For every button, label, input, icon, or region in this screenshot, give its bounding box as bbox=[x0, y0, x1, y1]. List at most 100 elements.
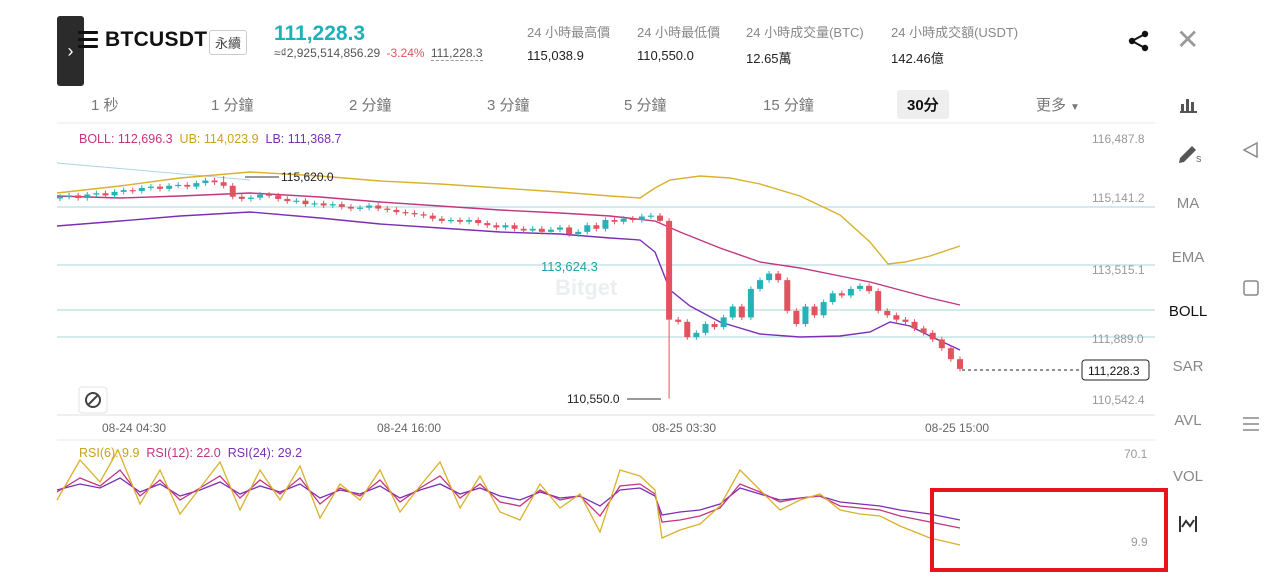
timeframe-30m[interactable]: 30分 bbox=[897, 90, 949, 119]
candle-body bbox=[220, 182, 227, 186]
candle-body bbox=[57, 196, 63, 199]
bar-chart-icon[interactable] bbox=[1166, 93, 1210, 115]
candle-body bbox=[320, 203, 327, 206]
candlestick-series bbox=[57, 176, 963, 399]
stat-value: 115,038.9 bbox=[527, 48, 584, 63]
candle-body bbox=[911, 321, 918, 329]
nav-back-icon[interactable] bbox=[1240, 140, 1262, 160]
candle-body bbox=[957, 359, 963, 369]
indicator-icon[interactable] bbox=[1166, 513, 1210, 535]
svg-text:110,550.0: 110,550.0 bbox=[567, 392, 620, 406]
stat-label: 24 小時最高價 bbox=[527, 25, 611, 40]
indicator-sar-button[interactable]: SAR bbox=[1172, 358, 1204, 375]
candle-body bbox=[238, 196, 245, 199]
timeframe-2m[interactable]: 2 分鐘 bbox=[349, 97, 392, 114]
candle-body bbox=[566, 227, 573, 235]
indicator-avl-button[interactable]: AVL bbox=[1174, 412, 1202, 429]
candle-body bbox=[738, 306, 745, 318]
hamburger-icon[interactable] bbox=[78, 31, 98, 49]
candle-body bbox=[647, 215, 654, 217]
indicator-ema-button[interactable]: EMA bbox=[1171, 249, 1205, 266]
indicator-boll-button[interactable]: BOLL bbox=[1168, 303, 1208, 320]
candle-body bbox=[284, 198, 291, 202]
time-tick: 08-24 04:30 bbox=[102, 421, 166, 435]
stat-label: 24 小時成交額(USDT) bbox=[891, 25, 1019, 40]
timeframe-15m[interactable]: 15 分鐘 bbox=[763, 97, 814, 114]
low-marker: 110,550.0 bbox=[567, 392, 661, 406]
candle-body bbox=[838, 293, 845, 296]
indicator-vol-button[interactable]: VOL bbox=[1172, 468, 1203, 485]
legend-lb: LB: 111,368.7 bbox=[265, 132, 342, 146]
candle-body bbox=[493, 225, 500, 228]
more-label: 更多 bbox=[1036, 97, 1067, 114]
candle-body bbox=[457, 219, 463, 222]
candle-body bbox=[420, 214, 427, 216]
candle-body bbox=[847, 288, 854, 296]
legend-rsi6: RSI(6): 9.9 bbox=[79, 446, 140, 460]
stat-value: 110,550.0 bbox=[637, 48, 694, 63]
stat-value: 12.65萬 bbox=[746, 51, 792, 66]
share-icon[interactable] bbox=[1128, 30, 1150, 52]
candle-body bbox=[111, 191, 118, 196]
boll-lower-line bbox=[56, 211, 961, 351]
candle-body bbox=[766, 273, 773, 281]
candle-body bbox=[466, 219, 473, 222]
candle-body bbox=[875, 291, 882, 311]
candle-body bbox=[866, 285, 873, 292]
candle-body bbox=[157, 186, 163, 189]
candle-body bbox=[84, 194, 91, 199]
legend-ub: UB: 114,023.9 bbox=[179, 132, 259, 146]
collapse-tab-button[interactable]: › bbox=[57, 16, 84, 86]
level-label: 113,624.3 bbox=[541, 259, 598, 274]
chevron-right-icon: › bbox=[67, 40, 74, 61]
indicator-ma-button[interactable]: MA bbox=[1176, 195, 1200, 212]
timeframe-3m[interactable]: 3 分鐘 bbox=[487, 97, 530, 114]
candle-body bbox=[147, 186, 154, 188]
rsi24-line bbox=[56, 477, 961, 521]
candle-body bbox=[129, 190, 136, 192]
mark-price[interactable]: 111,228.3 bbox=[430, 46, 483, 61]
legend-rsi12: RSI(12): 22.0 bbox=[146, 446, 221, 460]
close-icon[interactable]: ✕ bbox=[1176, 24, 1200, 55]
candle-body bbox=[102, 193, 109, 196]
candle-body bbox=[520, 228, 527, 231]
timeframe-more[interactable]: 更多 ▼ bbox=[1036, 94, 1080, 115]
candle-body bbox=[293, 200, 300, 202]
current-price-tag: 111,228.3 bbox=[1088, 364, 1140, 378]
candle-body bbox=[811, 306, 818, 316]
symbol-title[interactable]: BTCUSDT bbox=[105, 28, 208, 51]
timeframe-1m[interactable]: 1 分鐘 bbox=[211, 97, 254, 114]
candle-body bbox=[702, 324, 709, 333]
auto-scale-icon[interactable] bbox=[78, 386, 108, 414]
candle-body bbox=[429, 215, 436, 219]
candle-body bbox=[784, 280, 791, 311]
price-tick: 116,487.8 bbox=[1092, 132, 1145, 146]
draw-pen-icon[interactable]: S bbox=[1166, 140, 1210, 164]
stat-24h-turnover-usdt: 24 小時成交額(USDT) 142.46億 bbox=[891, 22, 1018, 67]
candle-body bbox=[611, 219, 618, 222]
candle-body bbox=[66, 195, 73, 197]
candle-body bbox=[711, 324, 718, 328]
candle-body bbox=[375, 205, 382, 209]
candle-body bbox=[793, 310, 800, 325]
candle-body bbox=[357, 207, 363, 209]
candle-body bbox=[638, 216, 645, 220]
price-tick: 111,889.0 bbox=[1092, 332, 1144, 346]
timeframe-1s[interactable]: 1 秒 bbox=[91, 97, 119, 114]
nav-recents-icon[interactable] bbox=[1240, 414, 1262, 434]
stat-24h-high: 24 小時最高價 115,038.9 bbox=[527, 22, 610, 63]
candle-body bbox=[484, 223, 491, 226]
candle-body bbox=[447, 219, 454, 222]
candle-body bbox=[920, 328, 927, 333]
candle-body bbox=[629, 218, 636, 220]
candle-body bbox=[557, 227, 563, 230]
last-price: 111,228.3 bbox=[274, 22, 366, 45]
nav-home-icon[interactable] bbox=[1240, 278, 1262, 298]
stat-24h-volume-btc: 24 小時成交量(BTC) 12.65萬 bbox=[746, 22, 864, 67]
candle-body bbox=[747, 288, 754, 318]
stat-label: 24 小時成交量(BTC) bbox=[746, 25, 864, 40]
highlight-box bbox=[930, 488, 1168, 572]
timeframe-5m[interactable]: 5 分鐘 bbox=[624, 97, 667, 114]
candle-body bbox=[384, 208, 391, 210]
